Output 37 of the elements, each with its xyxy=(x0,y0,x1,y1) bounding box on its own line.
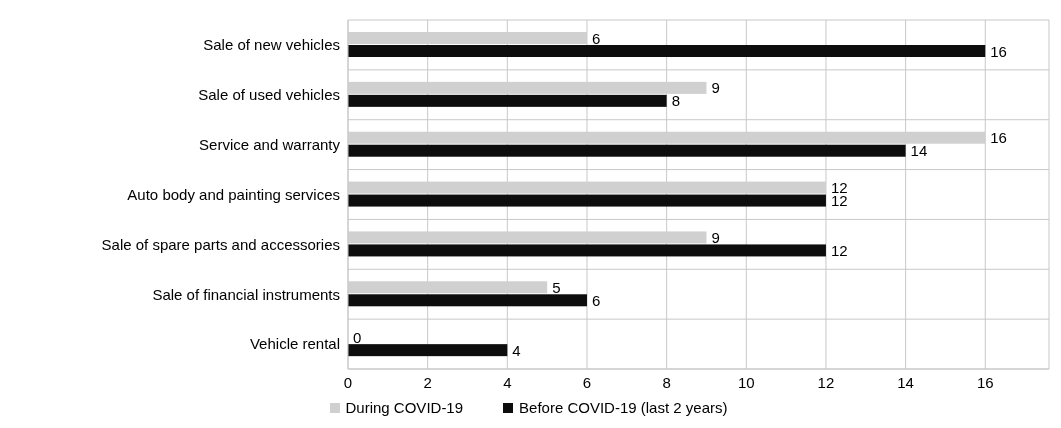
y-tick-label: Sale of new vehicles xyxy=(203,36,340,54)
bar xyxy=(348,194,826,207)
data-label: 6 xyxy=(591,291,601,309)
data-label: 8 xyxy=(671,92,680,110)
legend-label: Before COVID-19 (last 2 years) xyxy=(518,399,728,416)
data-label: 4 xyxy=(512,341,521,359)
data-label: 5 xyxy=(552,278,561,296)
x-tick-label: 0 xyxy=(343,373,353,391)
x-tick-label: 10 xyxy=(737,373,755,391)
bar xyxy=(348,294,587,307)
y-tick-label: Sale of spare parts and accessories xyxy=(101,235,340,253)
data-label: 16 xyxy=(990,129,1007,147)
x-tick-label: 16 xyxy=(976,373,994,391)
data-label: 0 xyxy=(353,328,362,346)
data-label: 6 xyxy=(591,29,601,47)
data-label: 9 xyxy=(711,228,720,246)
y-tick-label: Sale of used vehicles xyxy=(198,86,340,104)
legend-label: During COVID-19 xyxy=(344,399,464,416)
x-tick-label: 8 xyxy=(662,373,671,391)
x-tick-label: 2 xyxy=(423,373,432,391)
data-label: 16 xyxy=(990,42,1007,60)
data-label: 12 xyxy=(830,241,848,259)
data-label: 14 xyxy=(910,142,928,160)
bar xyxy=(348,244,826,257)
x-tick-label: 12 xyxy=(817,373,835,391)
bar xyxy=(348,344,508,357)
y-tick-label: Service and warranty xyxy=(199,135,341,153)
y-tick-label: Sale of financial instruments xyxy=(152,285,340,303)
data-label: 9 xyxy=(711,79,720,97)
x-tick-label: 6 xyxy=(582,373,592,391)
bar xyxy=(348,45,986,57)
bar xyxy=(348,144,906,157)
y-tick-label: Auto body and painting services xyxy=(127,185,340,203)
y-tick-label: Vehicle rental xyxy=(249,335,340,353)
x-tick-label: 4 xyxy=(503,373,512,391)
x-tick-label: 14 xyxy=(897,373,914,391)
bar xyxy=(348,94,667,107)
